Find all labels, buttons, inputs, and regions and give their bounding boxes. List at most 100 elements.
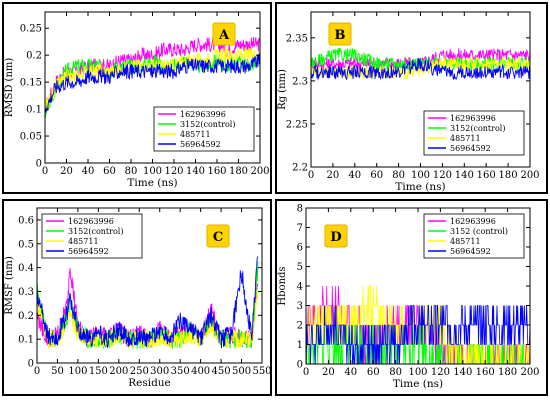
y-tick-label: 0.1 xyxy=(18,335,34,346)
y-tick-label: 0.3 xyxy=(18,287,34,298)
y-tick-label: 0.4 xyxy=(18,263,34,274)
x-tick-label: 60 xyxy=(103,166,116,177)
series-line-56964592 xyxy=(311,57,530,81)
x-tick-label: 120 xyxy=(164,166,183,177)
series-line-56964592 xyxy=(45,53,260,114)
panel-label-badge: C xyxy=(206,224,230,248)
series-line-485711 xyxy=(311,55,530,81)
legend-entry: 162963996 xyxy=(450,114,496,123)
panel-label-background xyxy=(206,224,230,248)
panel-frame xyxy=(275,2,548,194)
x-tick-label: 200 xyxy=(109,366,128,377)
series-group xyxy=(37,256,259,350)
y-tick-label: 2 xyxy=(297,321,303,332)
x-tick-label: 160 xyxy=(207,166,226,177)
y-tick-label: 0 xyxy=(28,359,34,370)
series-line-162963996 xyxy=(311,48,530,71)
x-tick-label: 40 xyxy=(348,170,361,181)
panel-label: B xyxy=(335,28,346,43)
y-tick-label: 0.6 xyxy=(18,215,34,226)
y-tick-label: 0.15 xyxy=(20,78,42,89)
x-axis-label: Residue xyxy=(128,377,171,389)
legend-entry: 162963996 xyxy=(68,217,114,226)
legend-entry: 56964592 xyxy=(450,247,491,256)
panel-label-background xyxy=(328,22,352,46)
y-tick-label: 0.2 xyxy=(18,311,34,322)
x-tick-label: 180 xyxy=(499,170,518,181)
x-tick-label: 80 xyxy=(389,367,402,378)
y-tick-label: 2.25 xyxy=(286,119,308,130)
x-tick-label: 0 xyxy=(42,166,48,177)
x-tick-label: 40 xyxy=(82,166,95,177)
y-tick-label: 7 xyxy=(297,223,303,234)
x-tick-label: 160 xyxy=(477,170,496,181)
panel-label-background xyxy=(324,224,348,248)
x-axis-label: Time (ns) xyxy=(127,177,177,189)
panel-d: 0 20 40 60 80 100 120 140 160 180 200 0 1 2 3 4 5 6 7 8 Time… xyxy=(275,199,548,396)
legend-entry: 485711 xyxy=(68,237,99,246)
legend-entry: 485711 xyxy=(450,237,481,246)
panel-b: 0 20 40 60 80 100 120 140 160 180 200 2.2 2.25 2.3 2.3… xyxy=(275,2,548,194)
x-tick-label: 20 xyxy=(60,166,73,177)
y-axis-label: RMSD (nm) xyxy=(4,58,15,118)
x-tick-label: 200 xyxy=(520,367,539,378)
y-axis-label: RMSF (nm) xyxy=(4,256,15,315)
x-tick-label: 140 xyxy=(453,367,472,378)
x-tick-label: 100 xyxy=(143,166,162,177)
series-line-56964592 xyxy=(306,305,530,364)
x-tick-label: 200 xyxy=(250,166,269,177)
y-tick-label: 0.25 xyxy=(20,24,42,35)
x-tick-label: 60 xyxy=(370,170,383,181)
y-tick-label: 0 xyxy=(36,159,42,170)
legend-entry: 485711 xyxy=(450,134,481,143)
series-line-485711 xyxy=(306,285,530,364)
y-axis-label: Rg (nm) xyxy=(277,69,288,110)
panel-label: A xyxy=(218,28,230,43)
x-tick-label: 20 xyxy=(322,367,335,378)
y-tick-label: 2.35 xyxy=(286,33,308,44)
x-tick-label: 0 xyxy=(303,367,309,378)
x-axis-label: Time (ns) xyxy=(393,378,443,390)
legend-entry: 3152 (control) xyxy=(450,227,508,236)
panel-c: 0 50 100 150 200 250 300 350 400 450 500 550 0 0.1 0.2… xyxy=(2,199,272,396)
legend-entry: 56964592 xyxy=(68,247,109,256)
legend-entry: 162963996 xyxy=(450,217,496,226)
legend-entry: 3152(control) xyxy=(180,120,235,129)
x-tick-label: 50 xyxy=(51,366,64,377)
y-tick-label: 0.1 xyxy=(26,105,42,116)
y-tick-label: 3 xyxy=(297,301,303,312)
x-tick-label: 250 xyxy=(130,366,149,377)
legend-entry: 162963996 xyxy=(180,110,226,119)
x-tick-label: 140 xyxy=(186,166,205,177)
y-tick-label: 0.05 xyxy=(20,132,42,143)
x-tick-label: 450 xyxy=(212,366,231,377)
legend-entry: 3152(control) xyxy=(450,124,505,133)
x-tick-label: 80 xyxy=(125,166,138,177)
x-tick-label: 100 xyxy=(68,366,87,377)
x-tick-label: 40 xyxy=(344,367,357,378)
plot-area xyxy=(36,207,263,364)
legend-entry: 56964592 xyxy=(450,144,491,153)
series-line-3152-control- xyxy=(45,54,260,120)
x-tick-label: 120 xyxy=(433,170,452,181)
panel-label-background xyxy=(212,22,236,46)
y-axis-label: Hbonds xyxy=(277,266,288,305)
x-tick-label: 60 xyxy=(367,367,380,378)
y-tick-label: 0.5 xyxy=(18,239,34,250)
series-line-56964592 xyxy=(37,256,259,349)
x-tick-label: 0 xyxy=(308,170,314,181)
x-tick-label: 20 xyxy=(327,170,340,181)
x-tick-label: 180 xyxy=(229,166,248,177)
panel-label-badge: B xyxy=(328,22,352,46)
legend-entry: 56964592 xyxy=(180,140,221,149)
legend-entry: 3152(control) xyxy=(68,227,123,236)
x-tick-label: 80 xyxy=(392,170,405,181)
x-tick-label: 160 xyxy=(476,367,495,378)
y-tick-label: 4 xyxy=(297,282,303,293)
y-tick-label: 6 xyxy=(297,243,303,254)
y-tick-label: 5 xyxy=(297,262,303,273)
